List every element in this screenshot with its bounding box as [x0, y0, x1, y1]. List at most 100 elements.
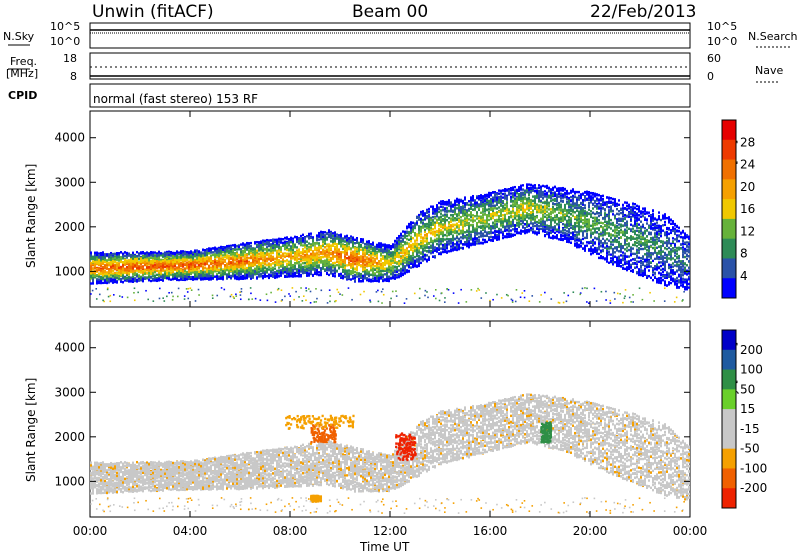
power-cell [406, 263, 408, 266]
power-cell [276, 251, 278, 255]
power-cell [352, 264, 354, 267]
power-cell [196, 249, 198, 253]
power-cell [396, 247, 398, 251]
power-cell [240, 268, 242, 271]
power-cell [322, 244, 324, 248]
power-cell [194, 269, 196, 273]
power-cell [336, 237, 338, 240]
power-cell [142, 278, 144, 281]
power-cell [358, 247, 360, 250]
power-cell [336, 269, 338, 273]
power-cell [132, 266, 134, 269]
power-cell [150, 256, 152, 260]
power-cell [412, 249, 414, 253]
power-cell [172, 277, 174, 281]
power-cell [396, 240, 398, 243]
power-cell [306, 249, 308, 253]
power-cell [96, 255, 98, 259]
power-cell [94, 264, 96, 268]
power-cell [356, 263, 358, 266]
power-cell [250, 241, 252, 245]
power-cell [136, 254, 138, 258]
power-cell [112, 264, 114, 268]
power-cell [228, 269, 230, 273]
power-cell [176, 251, 178, 254]
power-cell [226, 245, 228, 248]
power-cell [192, 277, 194, 280]
power-cell [218, 271, 220, 275]
power-cell [404, 251, 406, 255]
power-cell [326, 244, 328, 247]
power-cell [184, 263, 186, 266]
power-cell [338, 235, 340, 239]
power-cell [242, 274, 244, 278]
power-cell [98, 267, 100, 270]
power-cell [368, 250, 370, 254]
power-cell [320, 237, 322, 241]
power-cell [306, 247, 308, 250]
power-cell [330, 247, 332, 250]
power-cell [244, 258, 246, 261]
power-cell [276, 242, 278, 245]
power-cell [402, 239, 404, 242]
power-cell [380, 245, 382, 248]
power-cell [304, 250, 306, 254]
power-cell [358, 262, 360, 265]
power-cell [206, 273, 208, 276]
power-cell [344, 240, 346, 243]
power-cell [362, 239, 364, 243]
power-cell [192, 253, 194, 257]
power-cell [302, 239, 304, 242]
power-cell [348, 247, 350, 251]
power-cell [126, 251, 128, 255]
power-cell [262, 269, 264, 273]
power-cell [396, 270, 398, 274]
power-cell [382, 266, 384, 269]
power-cell [342, 275, 344, 279]
power-cell [98, 253, 100, 257]
power-cell [260, 266, 262, 269]
power-cell [378, 273, 380, 277]
power-cell [376, 261, 378, 265]
power-cell [326, 248, 328, 251]
power-cell [210, 256, 212, 260]
power-cell [280, 269, 282, 272]
power-cell [298, 254, 300, 257]
power-cell [334, 245, 336, 249]
power-cell [314, 248, 316, 251]
power-cell [298, 264, 300, 267]
power-cell [394, 277, 396, 280]
power-cell [414, 248, 416, 251]
power-cell [404, 261, 406, 264]
power-cell [286, 246, 288, 249]
power-cell [196, 277, 198, 281]
power-cell [316, 241, 318, 245]
power-cell [160, 252, 162, 255]
power-cell [106, 253, 108, 257]
power-cell [362, 268, 364, 272]
power-cell [158, 278, 160, 282]
power-cell [126, 272, 128, 275]
power-cell [274, 257, 276, 260]
power-cell [316, 261, 318, 264]
power-cell [346, 243, 348, 246]
power-cell [94, 252, 96, 256]
power-cell [330, 265, 332, 269]
power-cell [120, 267, 122, 270]
power-cell [102, 268, 104, 271]
power-cell [106, 272, 108, 276]
power-cell [340, 236, 342, 239]
power-cell [252, 273, 254, 277]
power-cell [228, 247, 230, 250]
power-cell [410, 226, 412, 229]
power-cell [182, 277, 184, 280]
power-cell [166, 254, 168, 257]
power-cell [300, 251, 302, 254]
power-cell [316, 234, 318, 237]
power-cell [184, 260, 186, 263]
power-cell [188, 267, 190, 270]
power-cell [182, 268, 184, 271]
power-cell [268, 256, 270, 260]
power-cell [186, 261, 188, 264]
power-cell [412, 221, 414, 225]
